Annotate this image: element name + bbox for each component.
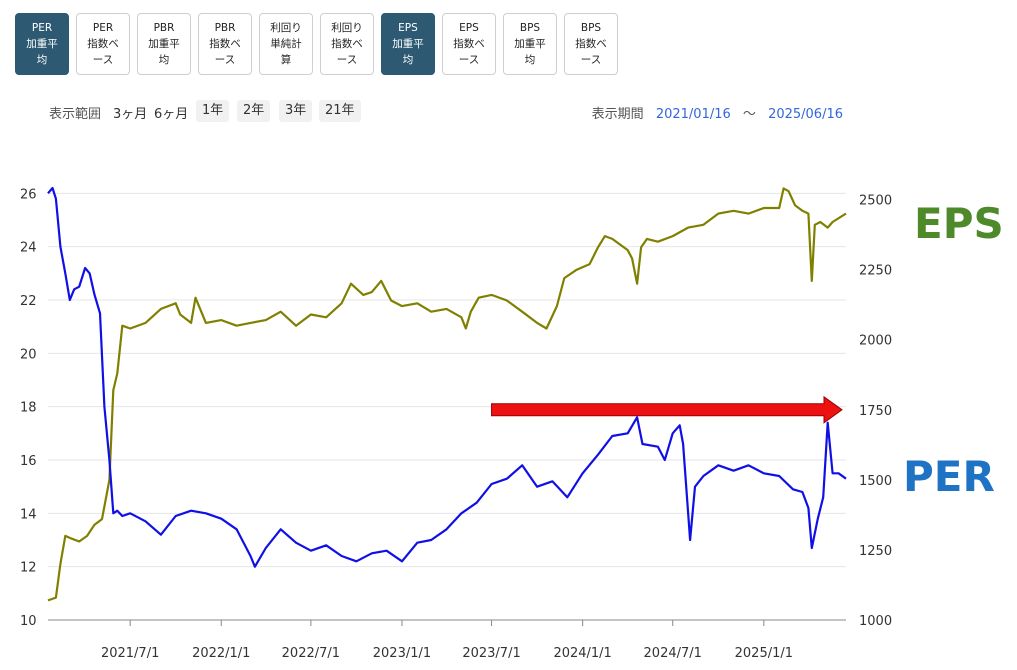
y-left-tick-label: 10 <box>20 614 37 629</box>
display-period: 表示期間 2021/01/16 〜 2025/06/16 <box>592 103 843 122</box>
display-range-label: 表示範囲 <box>49 107 102 122</box>
period-end-date[interactable]: 2025/06/16 <box>768 107 843 122</box>
indicator-tab-7[interactable]: EPS 指数ベ ース <box>442 13 496 75</box>
range-3y-button[interactable]: 3年 <box>279 100 313 122</box>
y-left-tick-label: 24 <box>20 241 37 256</box>
indicator-tab-3[interactable]: PBR 指数ベ ース <box>198 13 252 75</box>
x-tick-label: 2022/1/1 <box>192 646 250 661</box>
range-1y-button[interactable]: 1年 <box>196 100 230 122</box>
x-tick-label: 2024/1/1 <box>553 646 611 661</box>
per-eps-line-chart: 10 12 14 16 18 20 22 24 26 1000 1250 1500 1750 2000 22… <box>20 186 1004 661</box>
display-period-label: 表示期間 <box>591 107 644 122</box>
indicator-tab-4[interactable]: 利回り 単純計 算 <box>259 13 313 75</box>
x-tick-label: 2023/7/1 <box>462 646 520 661</box>
range-6m-option[interactable]: 6ヶ月 <box>154 107 189 122</box>
range-21y-button[interactable]: 21年 <box>319 100 361 122</box>
x-tick-label: 2023/1/1 <box>373 646 431 661</box>
y-right-tick-label: 1500 <box>859 474 892 489</box>
y-right-tick-label: 1750 <box>859 404 892 419</box>
per-annotation-label: PER <box>903 452 995 501</box>
y-left-tick-label: 22 <box>20 294 37 309</box>
indicator-tab-8[interactable]: BPS 加重平 均 <box>503 13 557 75</box>
x-tick-label: 2025/1/1 <box>735 646 793 661</box>
range-3m-option[interactable]: 3ヶ月 <box>113 107 148 122</box>
y-right-tick-label: 2500 <box>859 194 892 209</box>
y-right-tick-label: 2250 <box>859 264 892 279</box>
indicator-tab-2[interactable]: PBR 加重平 均 <box>137 13 191 75</box>
eps-series-line <box>47 187 847 602</box>
indicator-tab-1[interactable]: PER 指数ベ ース <box>76 13 130 75</box>
indicator-tab-9[interactable]: BPS 指数ベ ース <box>564 13 618 75</box>
range-2y-button[interactable]: 2年 <box>237 100 271 122</box>
period-start-date[interactable]: 2021/01/16 <box>655 107 731 122</box>
y-right-tick-label: 2000 <box>859 334 892 349</box>
red-arrow-annotation <box>491 395 843 424</box>
x-tick-label: 2024/7/1 <box>644 646 702 661</box>
indicator-tab-0[interactable]: PER 加重平 均 <box>15 13 69 75</box>
period-separator: 〜 <box>742 107 756 122</box>
per-series-line <box>47 186 847 568</box>
indicator-tab-6[interactable]: EPS 加重平 均 <box>381 13 435 75</box>
y-left-tick-label: 26 <box>20 187 37 202</box>
y-left-tick-label: 20 <box>20 347 37 362</box>
y-right-tick-label: 1000 <box>859 614 892 629</box>
y-right-tick-label: 1250 <box>859 544 892 559</box>
eps-annotation-label: EPS <box>914 199 1004 248</box>
indicator-tab-5[interactable]: 利回り 指数ベ ース <box>320 13 374 75</box>
x-tick-label: 2021/7/1 <box>101 646 159 661</box>
x-tick-label: 2022/7/1 <box>282 646 340 661</box>
y-left-tick-label: 14 <box>20 507 37 522</box>
y-left-tick-label: 18 <box>20 401 37 416</box>
y-left-tick-label: 16 <box>20 454 37 469</box>
y-left-tick-label: 12 <box>20 561 37 576</box>
